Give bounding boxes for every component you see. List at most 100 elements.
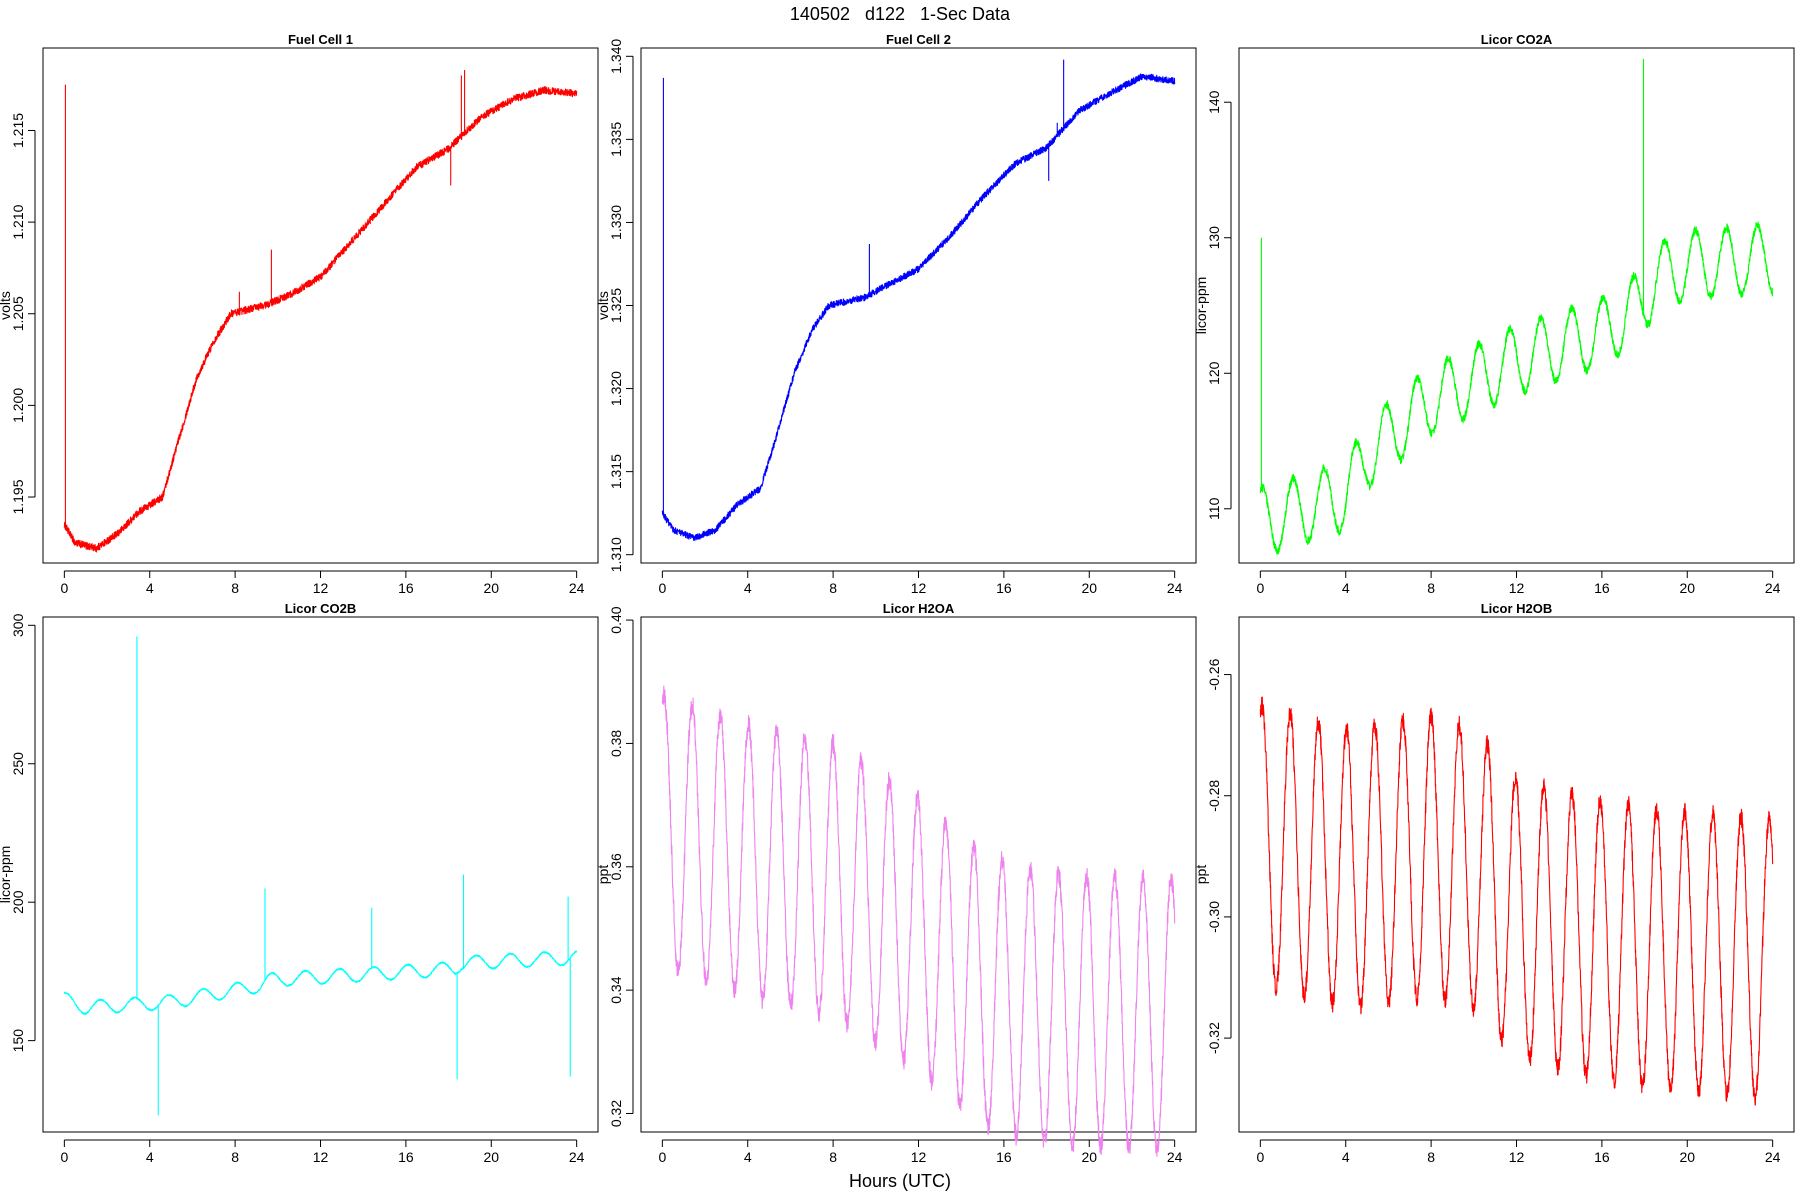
y-tick-label: -0.32 (1206, 1022, 1222, 1054)
series-line-licor-co2b (63, 636, 577, 1116)
plot-frame (1238, 616, 1795, 1133)
x-tick-label: 0 (60, 580, 68, 596)
series-line-licor-h2ob (1259, 696, 1774, 1106)
x-tick-label: 8 (829, 1149, 837, 1165)
panel-licor-co2a: Licor CO2A 0 4 8 12 16 20 24 110 120 130 140 licor-p… (1193, 32, 1795, 596)
y-tick-label: 300 (10, 613, 26, 637)
series-line-fuel-cell-1 (63, 69, 578, 553)
series-line-licor-h2oa (661, 685, 1176, 1157)
panel-licor-co2b: Licor CO2B 0 4 8 12 16 20 24 150 200 250 300 licor-p… (0, 601, 599, 1165)
y-tick-label: 0.40 (608, 606, 624, 633)
y-tick-label: 1.340 (608, 39, 624, 74)
plot-frame (42, 47, 599, 564)
x-tick-label: 24 (1765, 1149, 1781, 1165)
panel-title: Fuel Cell 1 (288, 32, 353, 47)
panel-title: Licor H2OA (883, 601, 955, 616)
y-axis-label: ppt (595, 865, 611, 885)
series-line-fuel-cell-2 (661, 59, 1176, 541)
x-tick-label: 4 (1342, 1149, 1350, 1165)
y-tick-label: 150 (10, 1029, 26, 1053)
y-tick-label: -0.26 (1206, 658, 1222, 690)
y-tick-label: 1.325 (608, 288, 624, 323)
y-tick-label: 110 (1206, 497, 1222, 520)
plot-frame (42, 616, 599, 1133)
x-tick-label: 16 (398, 580, 414, 596)
x-tick-label: 16 (1594, 580, 1610, 596)
panel-title: Licor H2OB (1481, 601, 1553, 616)
y-tick-label: 1.205 (10, 296, 26, 331)
y-tick-label: 1.200 (10, 388, 26, 423)
y-tick-label: 250 (10, 752, 26, 776)
x-tick-label: 12 (911, 580, 927, 596)
y-axis-label: volts (0, 291, 13, 320)
y-tick-label: 120 (1206, 361, 1222, 385)
panel-title: Fuel Cell 2 (886, 32, 951, 47)
y-axis-label: licor-ppm (1193, 277, 1209, 335)
x-tick-label: 0 (658, 580, 666, 596)
panel-licor-h2ob: Licor H2OB 0 4 8 12 16 20 24 -0.32 -0.30 -0.28 -0.2… (1193, 601, 1795, 1165)
y-tick-label: 0.36 (608, 853, 624, 880)
x-tick-label: 8 (1427, 1149, 1435, 1165)
figure-title: 140502 d122 1-Sec Data (790, 4, 1011, 24)
x-tick-label: 12 (1509, 580, 1525, 596)
y-tick-label: 1.215 (10, 113, 26, 148)
x-tick-label: 4 (744, 580, 752, 596)
x-tick-label: 20 (1081, 1149, 1097, 1165)
x-tick-label: 4 (744, 1149, 752, 1165)
x-tick-label: 12 (1509, 1149, 1525, 1165)
x-tick-label: 24 (1765, 580, 1781, 596)
x-tick-label: 4 (146, 1149, 154, 1165)
panel-fuel-cell-2: Fuel Cell 2 0 4 8 12 16 20 24 1.310 1.315 1.320 1.3… (595, 32, 1197, 596)
panel-fuel-cell-1: Fuel Cell 1 0 4 8 12 16 20 24 1.195 1.200 1.205 1.2… (0, 32, 599, 596)
x-tick-label: 24 (569, 580, 585, 596)
x-tick-label: 12 (911, 1149, 927, 1165)
plot-frame (640, 616, 1197, 1133)
x-tick-label: 0 (60, 1149, 68, 1165)
y-tick-label: 1.210 (10, 204, 26, 239)
panel-title: Licor CO2B (285, 601, 357, 616)
x-tick-label: 20 (1679, 580, 1695, 596)
chart-panels: Fuel Cell 1 0 4 8 12 16 20 24 1.195 1.200 1.205 1.2… (0, 32, 1795, 1165)
y-tick-label: 1.310 (608, 537, 624, 572)
y-tick-label: 1.330 (608, 205, 624, 240)
x-tick-label: 4 (1342, 580, 1350, 596)
x-tick-label: 24 (1167, 580, 1183, 596)
x-tick-label: 16 (398, 1149, 414, 1165)
y-tick-label: -0.28 (1206, 780, 1222, 812)
x-tick-label: 0 (1256, 580, 1264, 596)
y-tick-label: 130 (1206, 226, 1222, 250)
y-tick-label: 1.195 (10, 479, 26, 514)
plot-frame (640, 47, 1197, 564)
series-line-licor-co2a (1259, 58, 1774, 555)
x-tick-label: 20 (483, 1149, 499, 1165)
x-tick-label: 0 (1256, 1149, 1264, 1165)
x-tick-label: 8 (1427, 580, 1435, 596)
x-tick-label: 24 (569, 1149, 585, 1165)
y-tick-label: 0.38 (608, 730, 624, 757)
x-tick-label: 0 (658, 1149, 666, 1165)
x-tick-label: 12 (313, 580, 329, 596)
y-tick-label: 0.32 (608, 1100, 624, 1127)
y-tick-label: 200 (10, 890, 26, 914)
x-tick-label: 16 (996, 1149, 1012, 1165)
x-tick-label: 20 (1081, 580, 1097, 596)
y-tick-label: 1.335 (608, 122, 624, 157)
x-tick-label: 16 (996, 580, 1012, 596)
plot-frame (1238, 47, 1795, 564)
x-tick-label: 20 (483, 580, 499, 596)
x-tick-label: 8 (829, 580, 837, 596)
x-tick-label: 4 (146, 580, 154, 596)
x-tick-label: 16 (1594, 1149, 1610, 1165)
x-tick-label: 20 (1679, 1149, 1695, 1165)
x-tick-label: 24 (1167, 1149, 1183, 1165)
y-tick-label: 0.34 (608, 976, 624, 1003)
y-tick-label: 1.315 (608, 454, 624, 489)
panel-licor-h2oa: Licor H2OA 0 4 8 12 16 20 24 0.32 0.34 0.36 0.38 0.4… (595, 601, 1197, 1165)
y-axis-label: licor-ppm (0, 846, 13, 904)
y-axis-label: ppt (1193, 865, 1209, 885)
panel-title: Licor CO2A (1481, 32, 1553, 47)
y-tick-label: 1.320 (608, 371, 624, 406)
x-tick-label: 8 (231, 580, 239, 596)
